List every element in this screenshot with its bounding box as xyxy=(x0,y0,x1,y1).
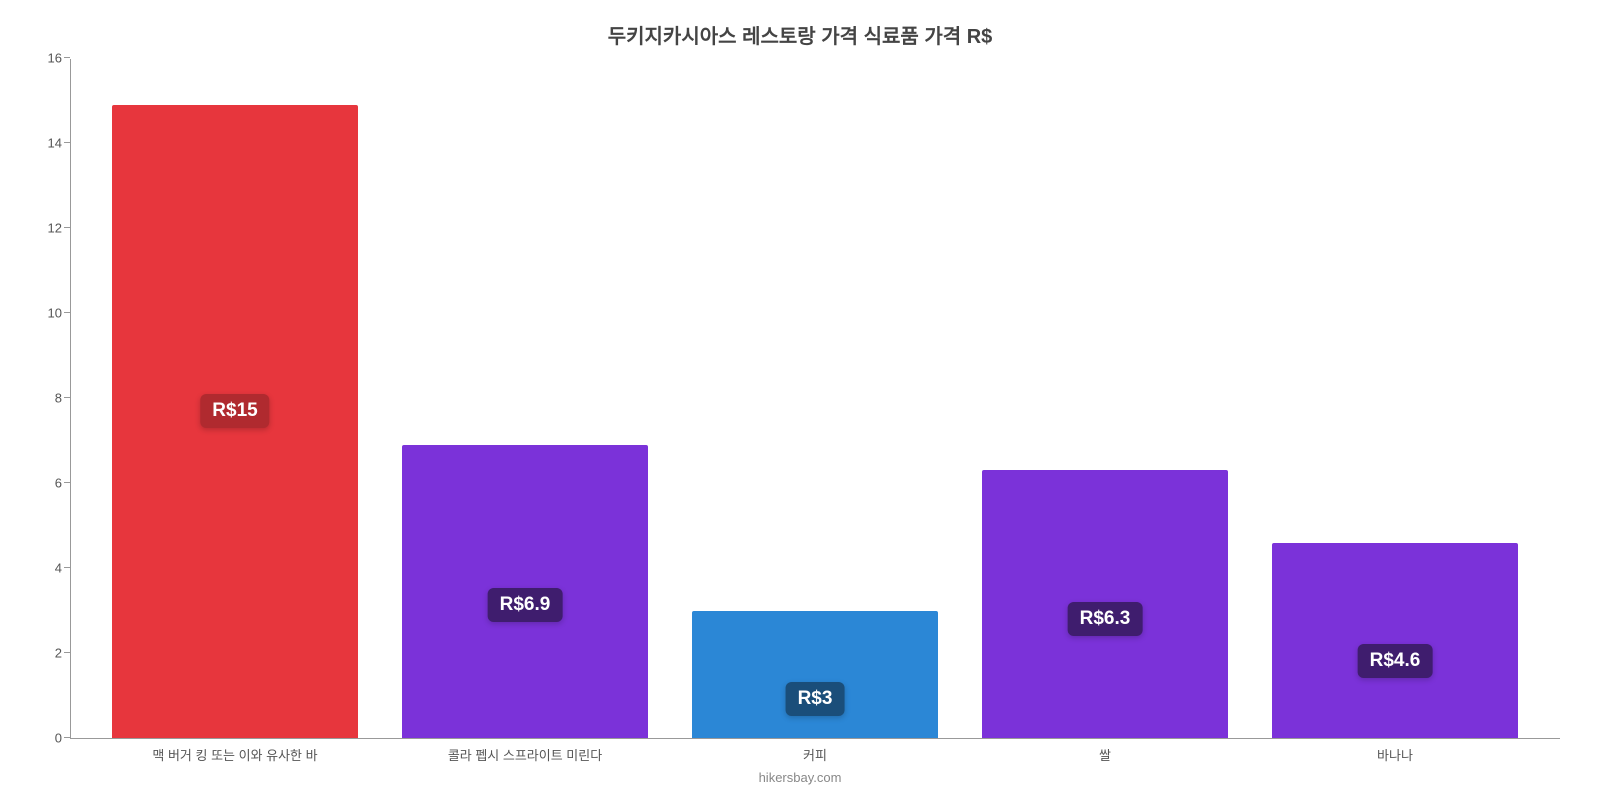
bar-value-label: R$6.9 xyxy=(488,588,563,622)
bar: R$6.9 xyxy=(402,445,649,738)
y-tick-label: 6 xyxy=(55,476,62,491)
bar-value-label: R$4.6 xyxy=(1358,644,1433,678)
y-tick-label: 4 xyxy=(55,561,62,576)
x-tick-label: 커피 xyxy=(670,745,960,764)
x-tick-label: 콜라 펩시 스프라이트 미린다 xyxy=(380,745,670,764)
bar-slot: R$4.6 xyxy=(1250,59,1540,738)
bar: R$15 xyxy=(112,105,359,738)
bar-slot: R$6.9 xyxy=(380,59,670,738)
bar-value-label: R$15 xyxy=(200,394,269,428)
y-tick-label: 8 xyxy=(55,391,62,406)
plot-area: 0246810121416 R$15R$6.9R$3R$6.3R$4.6 xyxy=(70,59,1560,739)
chart-title: 두키지카시아스 레스토랑 가격 식료품 가격 R$ xyxy=(30,20,1570,49)
y-axis: 0246810121416 xyxy=(30,59,70,738)
attribution-text: hikersbay.com xyxy=(30,770,1570,785)
bar-slot: R$15 xyxy=(90,59,380,738)
x-tick-label: 쌀 xyxy=(960,745,1250,764)
y-tick-label: 2 xyxy=(55,646,62,661)
x-axis-labels: 맥 버거 킹 또는 이와 유사한 바콜라 펩시 스프라이트 미린다커피쌀바나나 xyxy=(30,739,1560,764)
bar: R$6.3 xyxy=(982,470,1229,738)
bar-slot: R$6.3 xyxy=(960,59,1250,738)
y-tick-label: 14 xyxy=(48,136,62,151)
bar-value-label: R$6.3 xyxy=(1068,602,1143,636)
x-tick-label: 맥 버거 킹 또는 이와 유사한 바 xyxy=(90,745,380,764)
bar-value-label: R$3 xyxy=(786,682,845,716)
chart-container: 두키지카시아스 레스토랑 가격 식료품 가격 R$ 0246810121416 … xyxy=(0,0,1600,800)
y-tick-mark xyxy=(64,57,70,58)
x-tick-label: 바나나 xyxy=(1250,745,1540,764)
bar: R$4.6 xyxy=(1272,543,1519,739)
y-tick-label: 12 xyxy=(48,221,62,236)
y-tick-label: 0 xyxy=(55,731,62,746)
y-tick-label: 16 xyxy=(48,51,62,66)
bars-group: R$15 R$6.9 R$3 R$6.3 R$4.6 xyxy=(70,59,1560,738)
bar-slot: R$3 xyxy=(670,59,960,738)
bar: R$3 xyxy=(692,611,939,739)
y-tick-label: 10 xyxy=(48,306,62,321)
